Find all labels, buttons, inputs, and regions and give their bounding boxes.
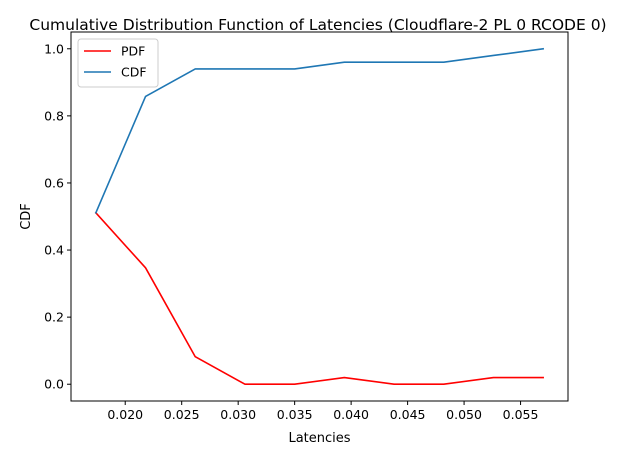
- x-tick-label: 0.030: [220, 407, 256, 422]
- y-tick-label: 1.0: [44, 41, 64, 56]
- x-axis: 0.020 0.025 0.030 0.035 0.040 0.045 0.050 0.055: [107, 401, 538, 422]
- x-tick-label: 0.050: [446, 407, 482, 422]
- series-line-cdf: [94, 47, 545, 214]
- y-tick-label: 0.6: [44, 175, 64, 190]
- x-tick-label: 0.055: [503, 407, 539, 422]
- plot-area: [70, 31, 569, 402]
- y-tick-label: 0.0: [44, 377, 64, 392]
- x-tick-label: 0.035: [277, 407, 313, 422]
- x-axis-title: Latencies: [288, 431, 350, 446]
- x-tick-label: 0.025: [164, 407, 200, 422]
- legend: PDF CDF: [77, 38, 159, 88]
- series-line-pdf: [94, 211, 544, 386]
- legend-label-pdf: PDF: [121, 44, 145, 59]
- chart-title: Cumulative Distribution Function of Late…: [29, 16, 606, 34]
- x-tick-label: 0.040: [333, 407, 369, 422]
- y-tick-label: 0.4: [44, 243, 64, 258]
- series-layer: [94, 47, 545, 386]
- y-axis-title: CDF: [19, 203, 34, 230]
- y-axis: 0.0 0.2 0.4 0.6 0.8 1.0: [44, 41, 71, 392]
- x-tick-label: 0.045: [390, 407, 426, 422]
- y-tick-label: 0.2: [44, 310, 64, 325]
- plot-frame: [70, 31, 569, 402]
- legend-label-cdf: CDF: [121, 65, 147, 80]
- legend-frame: [77, 38, 159, 88]
- x-tick-label: 0.020: [107, 407, 143, 422]
- y-tick-label: 0.8: [44, 108, 64, 123]
